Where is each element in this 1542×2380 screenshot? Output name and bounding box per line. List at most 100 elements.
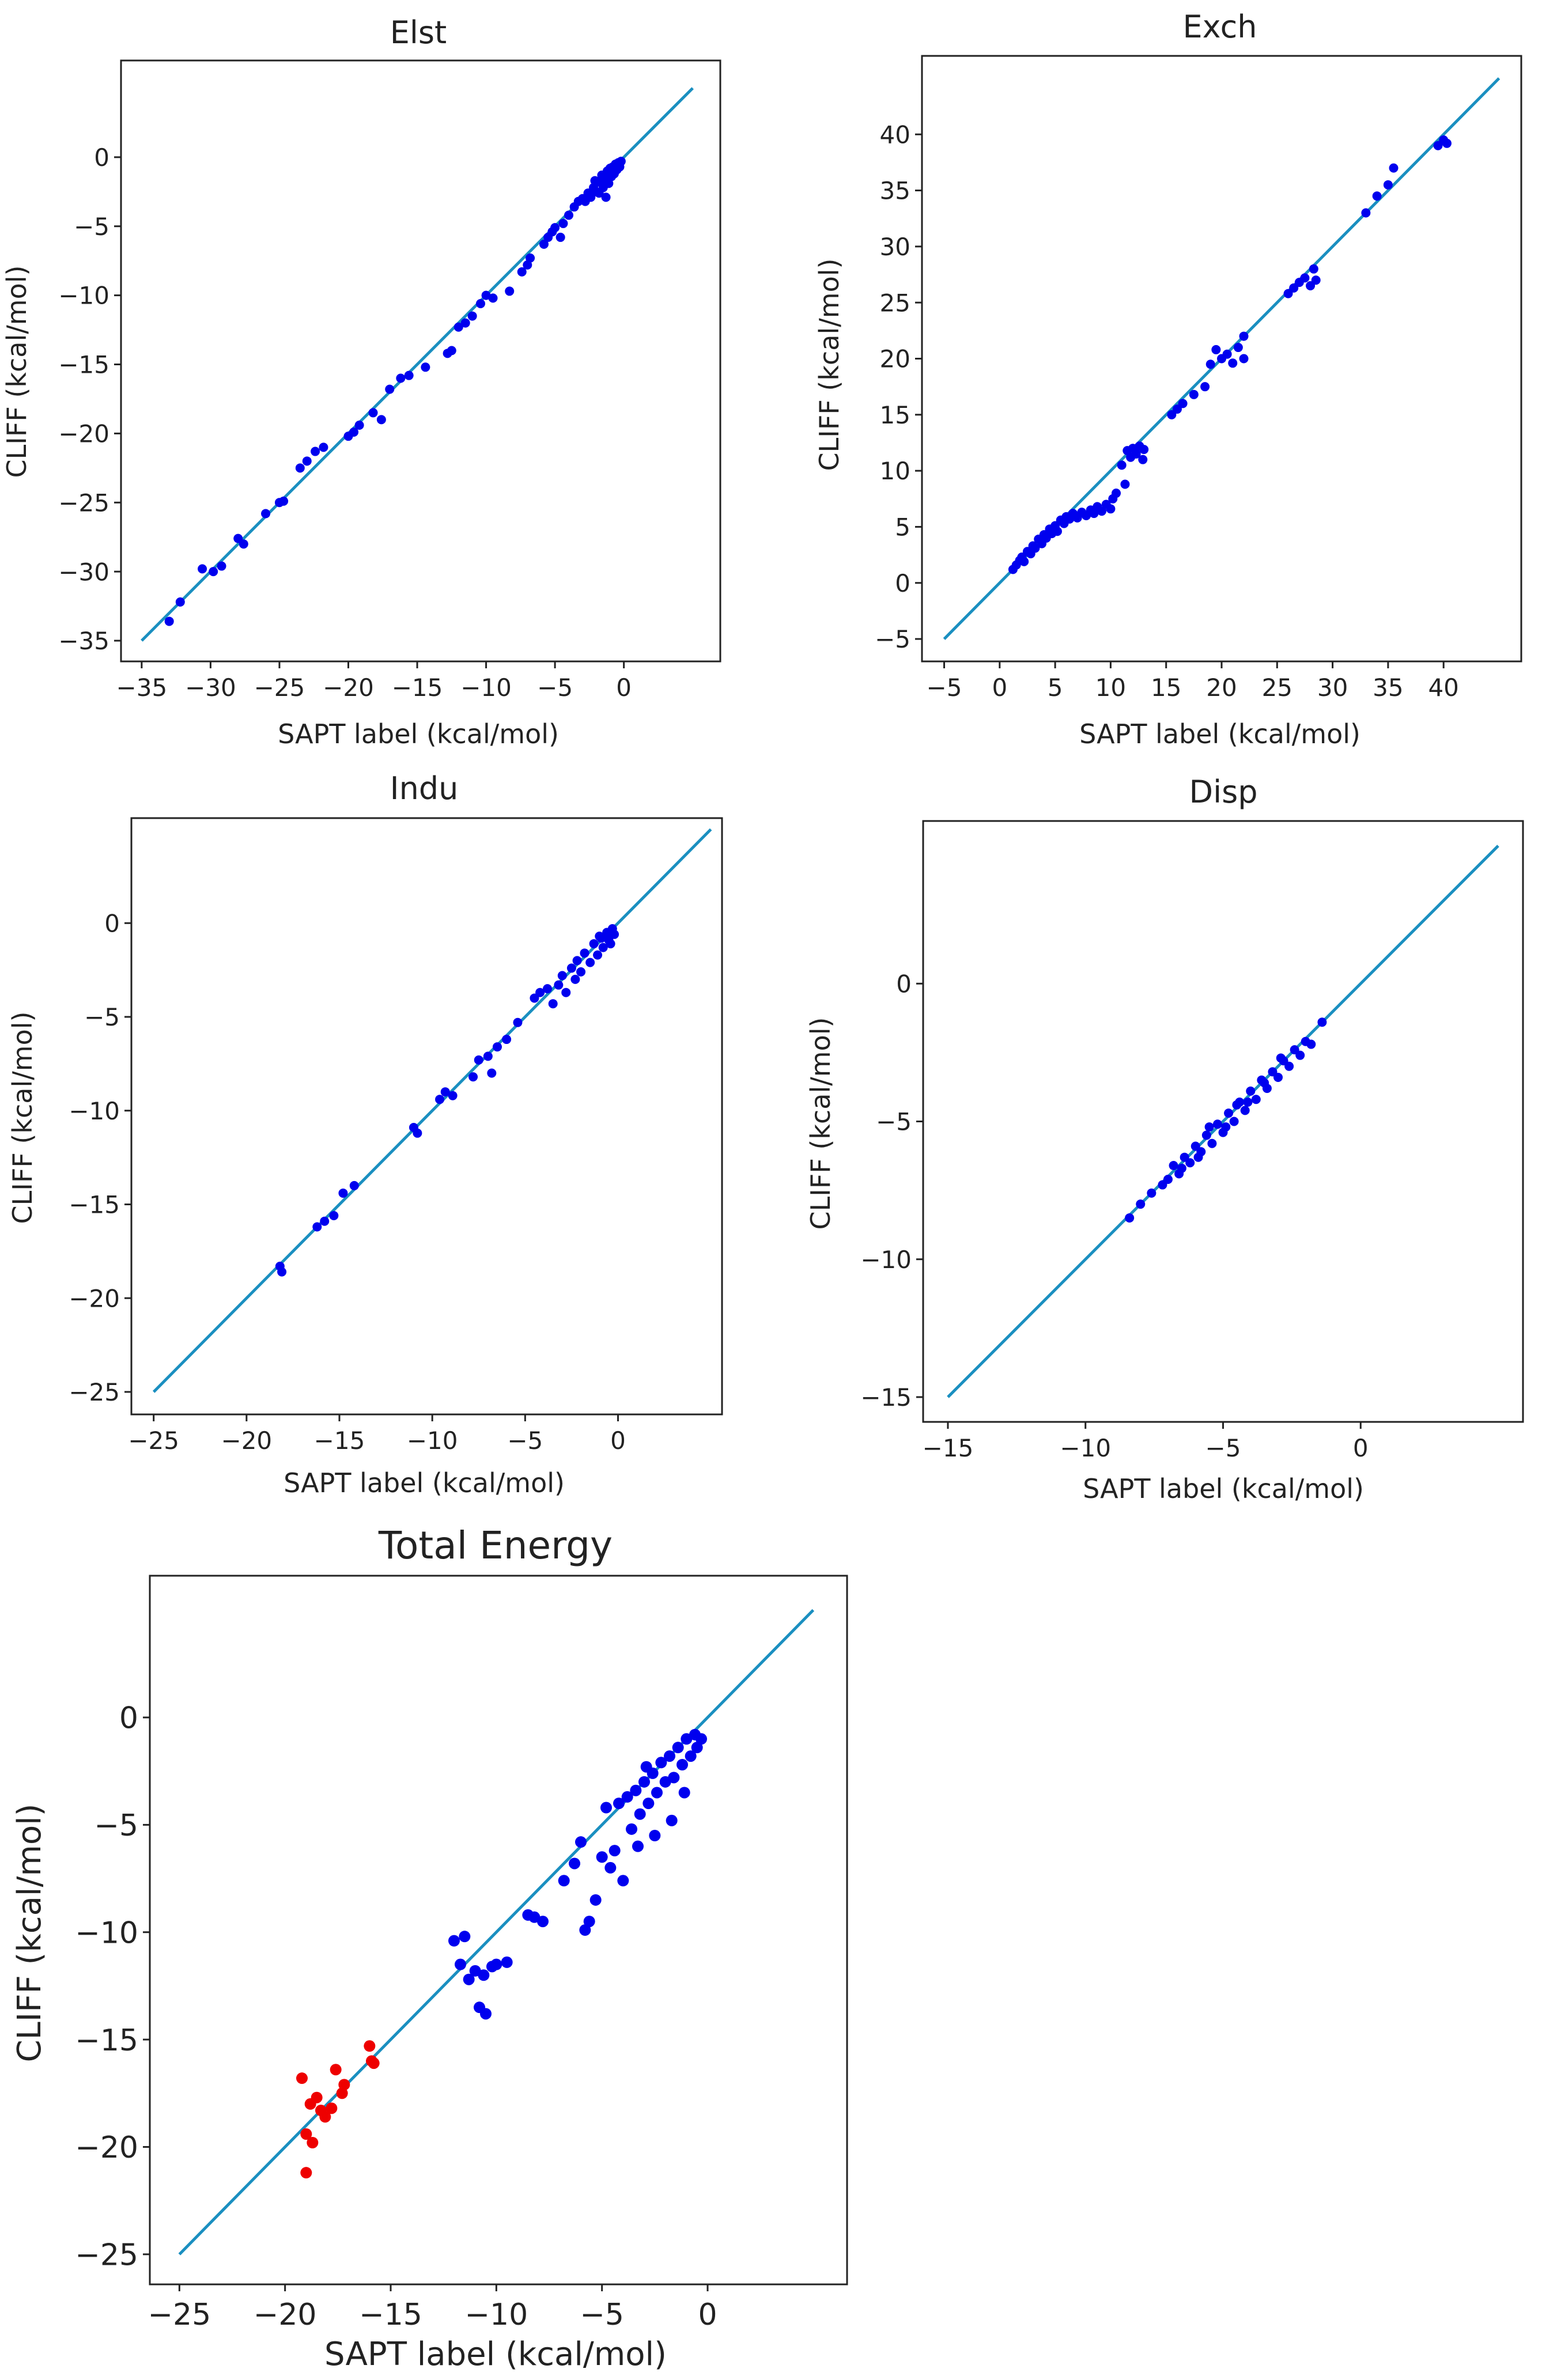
data-point [1212,1119,1222,1129]
data-point [1284,1061,1294,1071]
data-point [601,192,611,202]
data-point [550,223,560,233]
data-point [1177,1163,1186,1173]
data-point [555,232,565,242]
x-tick-label: 20 [1206,673,1237,702]
data-point [404,370,414,380]
series-0 [275,924,619,1277]
data-point [1178,399,1188,408]
data-point [1052,527,1062,536]
data-point [501,1956,513,1968]
x-tick-label: 0 [992,673,1007,702]
x-tick-label: 30 [1317,673,1348,702]
data-point [396,373,406,383]
data-point [1204,1122,1214,1132]
data-point [1300,273,1310,283]
reference-line [947,845,1499,1398]
data-point [564,210,574,220]
data-point [319,442,328,452]
y-tick-label: 0 [895,569,910,597]
data-point [1136,1200,1146,1209]
y-tick-label: 35 [880,177,910,205]
x-tick-label: −30 [185,673,236,702]
data-point [589,939,599,949]
y-axis-label: CLIFF (kcal/mol) [814,259,845,471]
data-point [490,1958,502,1970]
data-point [1221,1122,1231,1132]
data-point [1229,1117,1239,1126]
data-point [483,1051,493,1061]
y-tick-label: −20 [69,1284,120,1312]
data-point [459,1931,471,1943]
data-point [566,963,576,973]
data-point [1167,410,1177,419]
data-point [539,239,549,249]
data-point [1239,331,1249,341]
chart-title: Elst [390,14,447,51]
data-point [1289,283,1299,293]
data-point [448,1935,460,1947]
data-point [1097,506,1106,516]
x-tick-label: −10 [407,1427,458,1455]
reference-line [152,828,712,1393]
data-point [1207,1138,1217,1148]
data-point [626,1823,637,1835]
data-point [1233,343,1243,353]
data-point [579,1924,591,1936]
y-axis-label: CLIFF (kcal/mol) [7,1012,38,1224]
y-tick-label: 0 [896,970,912,998]
data-point [517,267,527,277]
data-point [1309,264,1318,274]
y-tick-label: −15 [75,2023,138,2058]
data-point [616,157,626,167]
y-tick-label: −5 [94,1808,138,1843]
data-point [589,1894,602,1906]
data-point [487,1068,497,1078]
data-point [613,1798,625,1810]
x-tick-label: −25 [148,2298,211,2332]
data-point [354,420,364,430]
data-point [610,929,619,939]
data-point [557,971,567,981]
data-point [366,2055,377,2067]
data-point [1200,382,1210,392]
data-point [1239,354,1249,364]
data-point [413,1128,422,1138]
data-point [1228,358,1238,368]
data-point [537,1916,549,1928]
data-point [480,2008,492,2020]
y-tick-label: −15 [69,1191,120,1219]
x-tick-label: −15 [923,1434,974,1462]
x-tick-label: 25 [1262,673,1292,702]
plot-frame [149,1575,848,2286]
y-axis-label: CLIFF (kcal/mol) [805,1017,836,1230]
x-tick-label: 40 [1428,673,1458,702]
data-point [570,974,580,984]
data-point [593,950,603,960]
data-point [295,463,305,473]
data-point [604,1861,617,1874]
data-point [530,993,539,1003]
data-point [1131,449,1141,459]
chart-disp: Disp SAPT label (kcal/mol) CLIFF (kcal/m… [805,774,1524,1504]
data-point [1201,1130,1211,1140]
y-tick-label: 30 [880,233,910,261]
y-tick-label: 20 [880,345,910,373]
data-point [655,1757,667,1769]
y-tick-label: −10 [58,282,109,310]
data-point [1112,489,1121,498]
y-tick-label: −20 [58,419,109,448]
data-point [300,2167,312,2179]
x-tick-label: −20 [221,1427,273,1455]
data-point [448,1091,458,1100]
x-tick-label: −25 [254,673,305,702]
data-point [164,616,174,626]
data-point [453,322,463,332]
plot-frame [120,59,721,663]
data-point [435,1095,445,1104]
y-tick-label: −25 [75,2238,138,2273]
data-point [1030,543,1040,553]
y-tick-label: −15 [860,1383,912,1412]
x-axis-label: SAPT label (kcal/mol) [324,2336,667,2373]
data-point [585,958,595,967]
